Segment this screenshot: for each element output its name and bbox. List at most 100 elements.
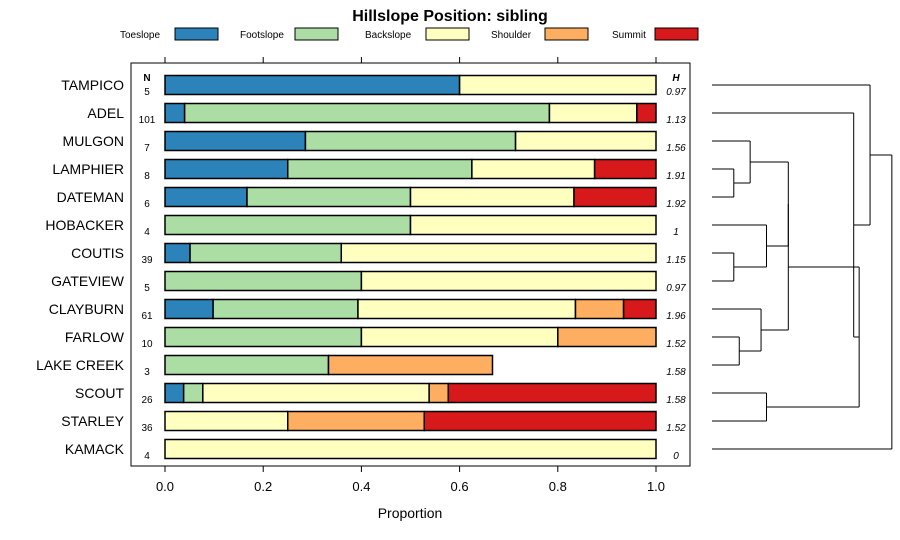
legend-swatch (294, 27, 339, 41)
h-value: 1 (673, 227, 679, 238)
category-label: GATEVIEW (51, 273, 125, 289)
h-value: 1.92 (666, 199, 686, 210)
bar-segment (636, 102, 657, 124)
h-value: 1.13 (666, 115, 686, 126)
category-label: MULGON (63, 133, 124, 149)
h-value: 1.52 (666, 339, 686, 350)
plot-frame (130, 62, 691, 467)
bar-segment (212, 298, 359, 320)
n-value: 5 (144, 87, 150, 98)
category-label: LAKE CREEK (36, 357, 125, 373)
h-value: 1.56 (666, 143, 686, 154)
bar-segment (164, 410, 289, 432)
row-labels: TAMPICO ADEL MULGON LAMPHIER DATEMAN HOBACKER… (36, 77, 125, 457)
bar-segment (164, 354, 330, 376)
x-tick-label: 0.0 (156, 479, 174, 494)
bar-segment (164, 438, 657, 460)
n-value: 26 (141, 395, 153, 406)
n-value: 4 (144, 451, 150, 462)
h-labels: 0.97 1.13 1.56 1.91 1.92 1 1.15 0.97 1.96 1.52 1.5… (666, 87, 686, 462)
n-value: 61 (141, 311, 153, 322)
category-label: CLAYBURN (49, 301, 124, 317)
n-value: 8 (144, 171, 150, 182)
h-value: 1.52 (666, 423, 686, 434)
x-axis: 0.0 0.2 0.4 0.6 0.8 1.0 (156, 57, 665, 494)
bar-segment (287, 158, 473, 180)
n-value: 101 (139, 115, 156, 126)
bar-segment (164, 102, 186, 124)
bar-segment (164, 326, 363, 348)
bar-segment (428, 382, 450, 404)
legend-label: Footslope (240, 30, 284, 41)
x-tick-label: 1.0 (647, 479, 665, 494)
legend-label: Summit (612, 30, 646, 41)
h-value: 1.58 (666, 395, 686, 406)
bar-segment (246, 186, 412, 208)
x-axis-title: Proportion (378, 505, 443, 521)
legend-label: Backslope (365, 30, 412, 41)
category-label: STARLEY (61, 413, 124, 429)
legend-label: Shoulder (491, 30, 532, 41)
category-label: DATEMAN (57, 189, 124, 205)
x-tick-label: 0.6 (451, 479, 469, 494)
bar-segment (164, 242, 191, 264)
bar-segment (360, 326, 559, 348)
n-value: 10 (141, 339, 153, 350)
h-value: 0 (673, 451, 679, 462)
x-tick-label: 0.8 (549, 479, 567, 494)
bar-segment (340, 242, 657, 264)
bar-segment (447, 382, 657, 404)
bar-segment (471, 158, 596, 180)
legend: Toeslope Footslope Backslope Shoulder Summit (120, 27, 699, 41)
n-value: 5 (144, 283, 150, 294)
legend-swatch (174, 27, 219, 41)
category-label: TAMPICO (61, 77, 124, 93)
bar-segment (164, 74, 461, 96)
bar-segment (514, 130, 657, 152)
category-label: LAMPHIER (52, 161, 124, 177)
n-value: 36 (141, 423, 153, 434)
category-label: KAMACK (65, 441, 125, 457)
bar-segment (622, 298, 657, 320)
plot-area (130, 62, 691, 467)
category-label: HOBACKER (45, 217, 124, 233)
bar-segment (164, 186, 248, 208)
n-value: 7 (144, 143, 150, 154)
legend-swatch (654, 27, 699, 41)
bar-segment (287, 410, 425, 432)
n-value: 6 (144, 199, 150, 210)
chart-title: Hillslope Position: sibling (352, 8, 548, 25)
legend-swatch (425, 27, 470, 41)
bars (164, 74, 657, 460)
legend-swatch (544, 27, 589, 41)
bar-segment (573, 186, 657, 208)
category-label: ADEL (87, 105, 124, 121)
bar-segment (304, 130, 517, 152)
bar-segment (164, 130, 307, 152)
bar-segment (458, 74, 657, 96)
x-tick-label: 0.2 (254, 479, 272, 494)
bar-segment (164, 382, 185, 404)
bar-segment (164, 298, 214, 320)
bar-segment (164, 158, 289, 180)
h-value: 1.91 (666, 171, 685, 182)
h-value: 1.15 (666, 255, 686, 266)
n-value: 3 (144, 367, 150, 378)
bar-segment (574, 298, 625, 320)
bar-segment (557, 326, 657, 348)
n-header: N (143, 73, 150, 84)
category-label: FARLOW (65, 329, 125, 345)
h-value: 1.96 (666, 311, 686, 322)
bar-segment (327, 354, 494, 376)
bar-segment (164, 270, 363, 292)
bar-segment (357, 298, 577, 320)
dendrogram (712, 84, 893, 450)
n-value: 39 (141, 255, 153, 266)
bar-segment (202, 382, 430, 404)
bar-segment (360, 270, 657, 292)
h-header: H (672, 73, 680, 84)
legend-label: Toeslope (120, 30, 160, 41)
bar-segment (548, 102, 638, 124)
bar-segment (423, 410, 657, 432)
